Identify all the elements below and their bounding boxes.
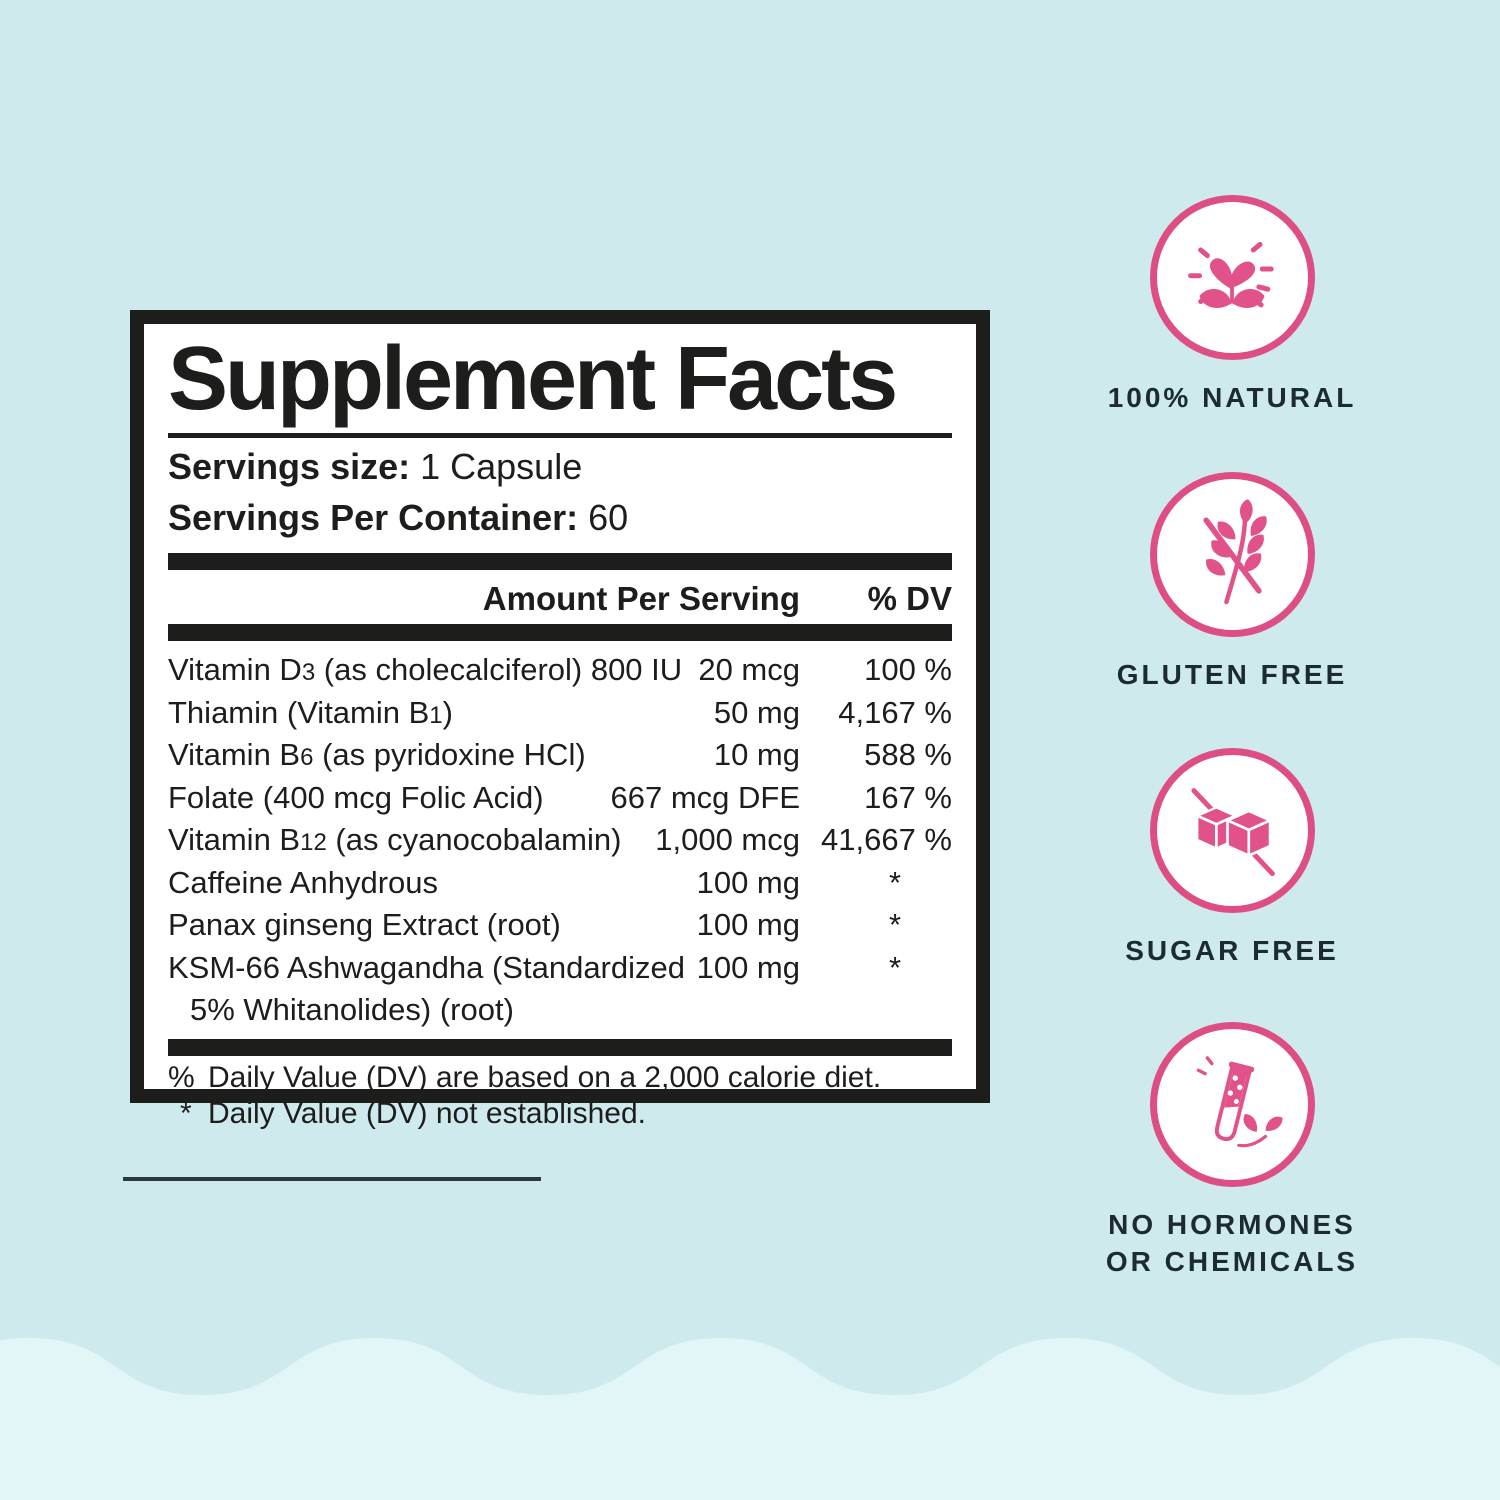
ingredient-amount: 100 mg	[696, 949, 800, 985]
footnote-text: Daily Value (DV) are based on a 2,000 ca…	[208, 1060, 882, 1094]
serving-size-label: Servings size:	[168, 446, 411, 487]
ingredient-amount: 1,000 mcg	[655, 822, 800, 857]
servings-per-container-label: Servings Per Container:	[168, 497, 579, 538]
divider-line	[123, 1177, 541, 1181]
badge-circle	[1149, 748, 1315, 913]
footnote-symbol: *	[180, 1096, 192, 1130]
supplement-facts-panel: Supplement Facts Servings size: 1 Capsul…	[130, 310, 990, 1130]
ingredient-amount: 50 mg	[713, 694, 800, 730]
badge-gluten-free: GLUTEN FREE	[1032, 472, 1432, 693]
footnotes: % Daily Value (DV) are based on a 2,000 …	[168, 1061, 952, 1130]
badge-label: 100% NATURAL	[1107, 382, 1357, 413]
table-row: Vitamin B6 (as pyridoxine HCl) 10 mg 588…	[168, 735, 952, 778]
ingredient-dv: *	[888, 949, 902, 985]
ingredient-name: Vitamin B6 (as pyridoxine HCl)	[168, 737, 586, 772]
ingredient-name: KSM-66 Ashwagandha (Standardized	[168, 949, 685, 985]
wave-decoration	[0, 1338, 1500, 1500]
panel-title: Supplement Facts	[168, 329, 898, 429]
ingredient-amount: 10 mg	[713, 737, 800, 772]
badge-label: GLUTEN FREE	[1116, 659, 1348, 690]
badge-circle	[1149, 1022, 1315, 1187]
ingredient-name: Panax ginseng Extract (root)	[168, 907, 561, 942]
table-row: Vitamin B12 (as cyanocobalamin) 1,000 mc…	[168, 820, 952, 863]
percent-dv-header: % DV	[867, 580, 952, 617]
badge-no-hormones: NO HORMONES OR CHEMICALS	[1032, 1022, 1432, 1280]
badge-label-line1: NO HORMONES	[1108, 1209, 1356, 1240]
ingredient-rows: Vitamin D3 (as cholecalciferol) 800 IU 2…	[168, 650, 952, 1030]
title-rule	[168, 433, 952, 438]
ingredient-dv: 4,167 %	[838, 694, 952, 730]
badge-circle	[1149, 195, 1315, 360]
amount-per-serving-header: Amount Per Serving	[482, 580, 800, 617]
ingredient-dv: *	[888, 907, 902, 942]
ingredient-name: Vitamin D3 (as cholecalciferol) 800 IU	[168, 652, 683, 687]
gluten-free-wheat-icon	[1203, 498, 1267, 604]
badge-natural: 100% NATURAL	[1032, 195, 1432, 416]
footnote-text: Daily Value (DV) not established.	[208, 1096, 646, 1130]
badge-label: SUGAR FREE	[1125, 935, 1339, 966]
ingredient-dv: 167 %	[864, 779, 952, 815]
table-row: Thiamin (Vitamin B1) 50 mg 4,167 %	[168, 693, 952, 736]
table-row: Folate (400 mcg Folic Acid) 667 mcg DFE …	[168, 778, 952, 821]
sugar-free-cubes-icon	[1191, 787, 1275, 876]
serving-size-value: 1 Capsule	[410, 446, 583, 487]
ingredient-dv: 588 %	[864, 737, 952, 772]
column-header-row: Amount Per Serving % DV	[168, 581, 952, 617]
badge-circle	[1149, 472, 1315, 637]
ingredient-dv: 100 %	[864, 652, 952, 687]
footnote-line: * Daily Value (DV) not established.	[168, 1097, 952, 1130]
serving-size-line: Servings size: 1 Capsule	[168, 444, 952, 489]
separator-bar	[168, 1038, 952, 1056]
servings-per-container-value: 60	[578, 497, 629, 538]
table-row: KSM-66 Ashwagandha (Standardized 100 mg …	[168, 948, 952, 991]
ingredient-amount: 667 mcg DFE	[610, 779, 800, 815]
ingredient-name-continuation: 5% Whitanolides) (root)	[190, 992, 514, 1027]
ingredient-amount: 100 mg	[696, 864, 800, 900]
ingredient-dv: 41,667 %	[821, 822, 952, 857]
separator-bar	[168, 553, 952, 570]
footnote-line: % Daily Value (DV) are based on a 2,000 …	[168, 1061, 952, 1094]
ingredient-name: Vitamin B12 (as cyanocobalamin)	[168, 822, 622, 857]
ingredient-name: Caffeine Anhydrous	[168, 864, 439, 900]
table-row: Caffeine Anhydrous 100 mg *	[168, 863, 952, 906]
ingredient-name: Thiamin (Vitamin B1)	[168, 694, 453, 730]
badge-label-line2: OR CHEMICALS	[1105, 1246, 1359, 1277]
ingredient-dv: *	[888, 864, 902, 900]
table-row: Vitamin D3 (as cholecalciferol) 800 IU 2…	[168, 650, 952, 693]
no-hormones-test-tube-icon	[1196, 1055, 1283, 1147]
natural-plant-icon	[1188, 241, 1274, 308]
ingredient-name: Folate (400 mcg Folic Acid)	[168, 779, 544, 815]
servings-per-container-line: Servings Per Container: 60	[168, 495, 952, 540]
ingredient-amount: 100 mg	[696, 907, 800, 942]
badge-label: NO HORMONES OR CHEMICALS	[1032, 1206, 1432, 1280]
badge-sugar-free: SUGAR FREE	[1032, 748, 1432, 969]
ingredient-amount: 20 mcg	[698, 652, 800, 687]
separator-bar	[168, 624, 952, 641]
footnote-symbol: %	[168, 1060, 195, 1094]
table-row: Panax ginseng Extract (root) 100 mg *	[168, 905, 952, 948]
